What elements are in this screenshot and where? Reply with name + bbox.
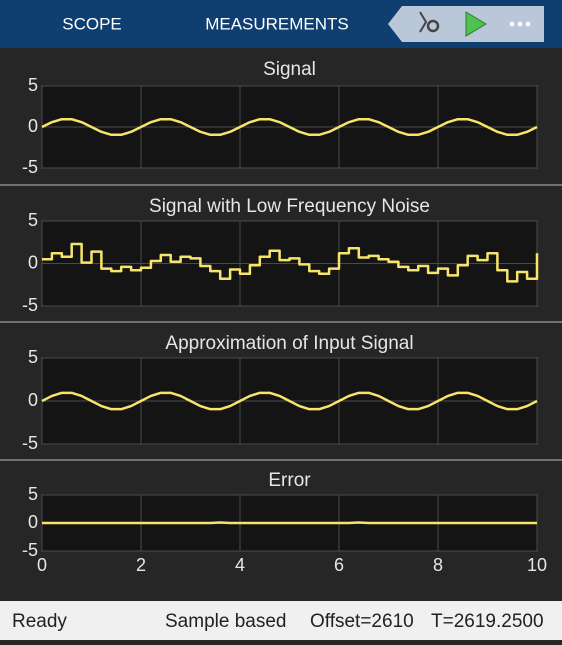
signal-line	[42, 242, 539, 283]
x-tick-label: 2	[136, 555, 146, 575]
x-tick-label: 0	[37, 555, 47, 575]
plot-title: Signal with Low Frequency Noise	[149, 196, 430, 217]
x-tick-label: 4	[235, 555, 245, 575]
measurements-tab[interactable]: MEASUREMENTS	[205, 14, 349, 33]
y-tick-label: -5	[22, 295, 38, 315]
status-offset: Offset=2610	[310, 611, 414, 632]
y-tick-label: 0	[28, 512, 38, 532]
plot-title: Approximation of Input Signal	[165, 333, 413, 354]
plot-title: Signal	[263, 59, 316, 80]
y-tick-label: -5	[22, 157, 38, 177]
y-tick-label: 0	[28, 252, 38, 272]
y-tick-label: 0	[28, 390, 38, 410]
status-bar	[0, 601, 562, 640]
scope-tab[interactable]: SCOPE	[62, 14, 122, 33]
y-tick-label: 5	[28, 347, 38, 367]
run-button[interactable]	[465, 11, 487, 37]
x-tick-label: 6	[334, 555, 344, 575]
signal-line	[41, 391, 538, 411]
status-mode: Sample based	[165, 611, 286, 632]
x-tick-label: 8	[433, 555, 443, 575]
y-tick-label: -5	[22, 433, 38, 453]
y-tick-label: -5	[22, 540, 38, 560]
plot-title: Error	[268, 470, 311, 491]
more-button[interactable]	[509, 21, 531, 27]
signal-line	[41, 117, 538, 137]
y-tick-label: 0	[28, 116, 38, 136]
status-state: Ready	[12, 611, 67, 632]
signal-line	[42, 521, 537, 525]
status-time: T=2619.2500	[431, 611, 544, 632]
x-tick-label: 10	[527, 555, 547, 575]
y-tick-label: 5	[28, 75, 38, 95]
y-tick-label: 5	[28, 210, 38, 230]
settings-button[interactable]	[419, 11, 440, 33]
y-tick-label: 5	[28, 484, 38, 504]
